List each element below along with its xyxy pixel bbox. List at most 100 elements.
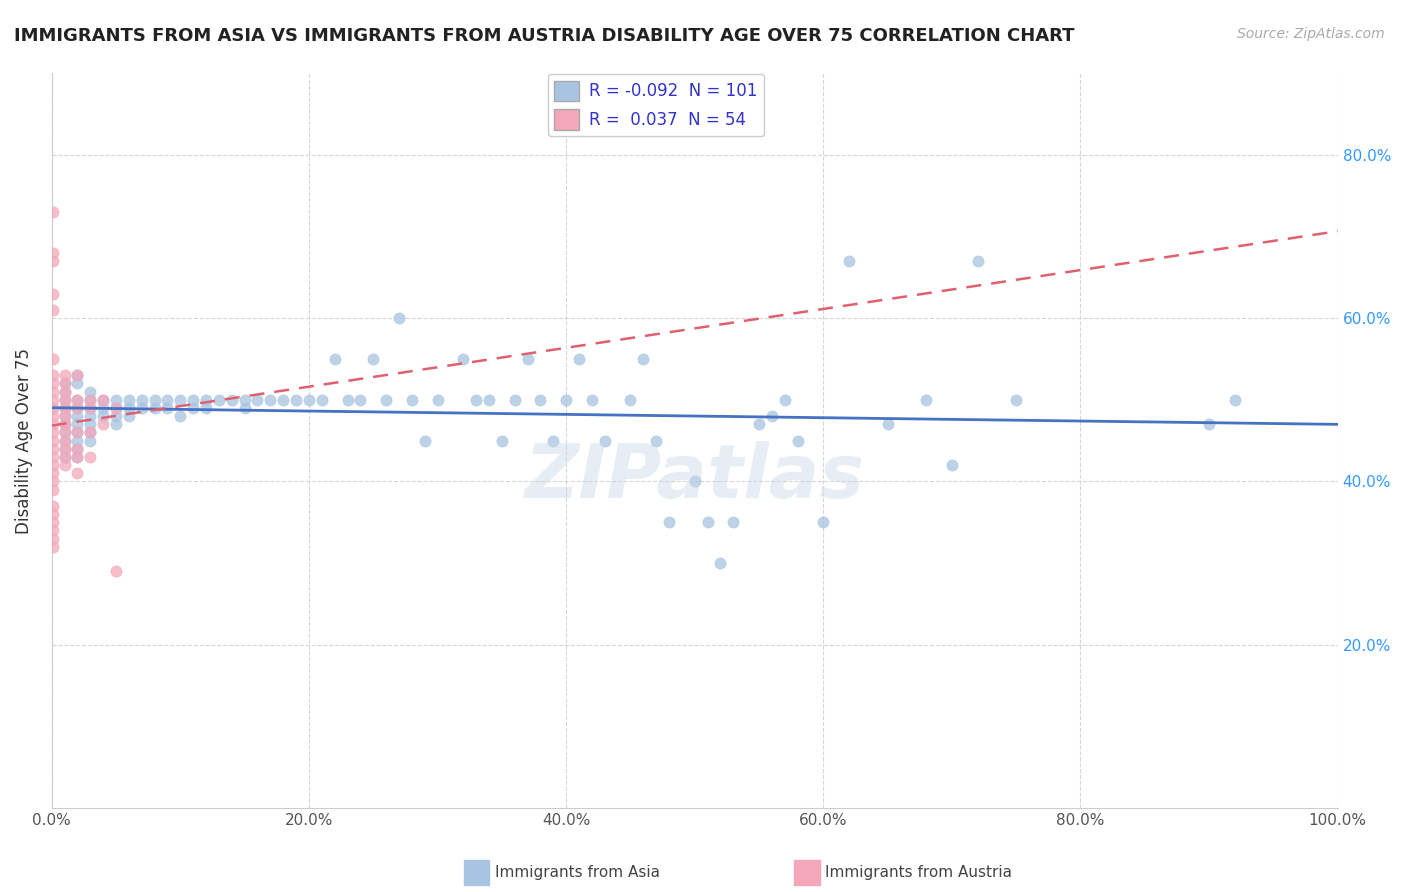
Point xyxy=(79,409,101,423)
Point xyxy=(42,409,65,423)
Point xyxy=(66,450,89,464)
Legend: R = -0.092  N = 101, R =  0.037  N = 54: R = -0.092 N = 101, R = 0.037 N = 54 xyxy=(548,74,765,136)
Point xyxy=(66,392,89,407)
Point xyxy=(451,351,474,366)
Point xyxy=(361,351,384,366)
Text: ZIPatlas: ZIPatlas xyxy=(524,441,865,514)
Point xyxy=(683,475,706,489)
Point xyxy=(53,376,76,391)
Text: Source: ZipAtlas.com: Source: ZipAtlas.com xyxy=(1237,27,1385,41)
Point xyxy=(221,392,243,407)
Point xyxy=(42,524,65,538)
Point xyxy=(42,245,65,260)
Point xyxy=(748,417,770,432)
Point xyxy=(761,409,783,423)
Point xyxy=(169,392,191,407)
Point xyxy=(658,515,681,529)
Point xyxy=(53,401,76,415)
Point xyxy=(66,425,89,440)
Point xyxy=(143,392,166,407)
Point xyxy=(79,384,101,399)
Point xyxy=(156,401,179,415)
Y-axis label: Disability Age Over 75: Disability Age Over 75 xyxy=(15,348,32,533)
Point xyxy=(79,392,101,407)
Point xyxy=(66,442,89,456)
Point xyxy=(53,392,76,407)
Point xyxy=(323,351,346,366)
Point xyxy=(838,253,860,268)
Point xyxy=(42,483,65,497)
Point xyxy=(53,417,76,432)
Point xyxy=(478,392,501,407)
Point xyxy=(336,392,359,407)
Point xyxy=(42,376,65,391)
Point xyxy=(42,368,65,383)
Point xyxy=(619,392,641,407)
Text: Immigrants from Austria: Immigrants from Austria xyxy=(825,865,1012,880)
Point xyxy=(66,434,89,448)
Point xyxy=(413,434,436,448)
Point xyxy=(66,368,89,383)
Point xyxy=(91,392,114,407)
Point xyxy=(42,302,65,317)
Point xyxy=(53,401,76,415)
Point xyxy=(79,425,101,440)
Point xyxy=(593,434,616,448)
Point xyxy=(169,409,191,423)
Point xyxy=(105,392,128,407)
Point xyxy=(91,392,114,407)
Point xyxy=(66,450,89,464)
Point xyxy=(42,425,65,440)
Point xyxy=(53,450,76,464)
Point xyxy=(53,434,76,448)
Point xyxy=(91,409,114,423)
Point xyxy=(53,450,76,464)
Point xyxy=(645,434,668,448)
Point xyxy=(246,392,269,407)
Point xyxy=(709,556,731,570)
Point xyxy=(42,351,65,366)
Point xyxy=(529,392,551,407)
Point xyxy=(1005,392,1028,407)
Point xyxy=(105,417,128,432)
Point xyxy=(633,351,655,366)
Point xyxy=(42,384,65,399)
Point xyxy=(516,351,538,366)
Text: Immigrants from Asia: Immigrants from Asia xyxy=(495,865,659,880)
Point xyxy=(42,507,65,521)
Point xyxy=(79,417,101,432)
Point xyxy=(401,392,423,407)
Point xyxy=(66,376,89,391)
Point xyxy=(143,401,166,415)
Point xyxy=(66,401,89,415)
Point xyxy=(42,442,65,456)
Point xyxy=(42,417,65,432)
Point xyxy=(541,434,564,448)
Point xyxy=(131,392,153,407)
Point xyxy=(53,434,76,448)
Point xyxy=(42,458,65,472)
Point xyxy=(349,392,371,407)
Point xyxy=(66,417,89,432)
Point xyxy=(66,466,89,480)
Point xyxy=(53,384,76,399)
Point xyxy=(298,392,321,407)
Point xyxy=(91,417,114,432)
Point xyxy=(79,401,101,415)
Point xyxy=(42,540,65,554)
Point xyxy=(156,392,179,407)
Point xyxy=(388,311,411,326)
Point xyxy=(53,417,76,432)
Point xyxy=(53,409,76,423)
Point xyxy=(53,458,76,472)
Point xyxy=(42,450,65,464)
Point xyxy=(42,532,65,546)
Point xyxy=(555,392,578,407)
Point xyxy=(42,204,65,219)
Point xyxy=(53,425,76,440)
Point xyxy=(233,401,256,415)
Point xyxy=(181,401,204,415)
Point xyxy=(233,392,256,407)
Point xyxy=(195,401,218,415)
Point xyxy=(66,425,89,440)
